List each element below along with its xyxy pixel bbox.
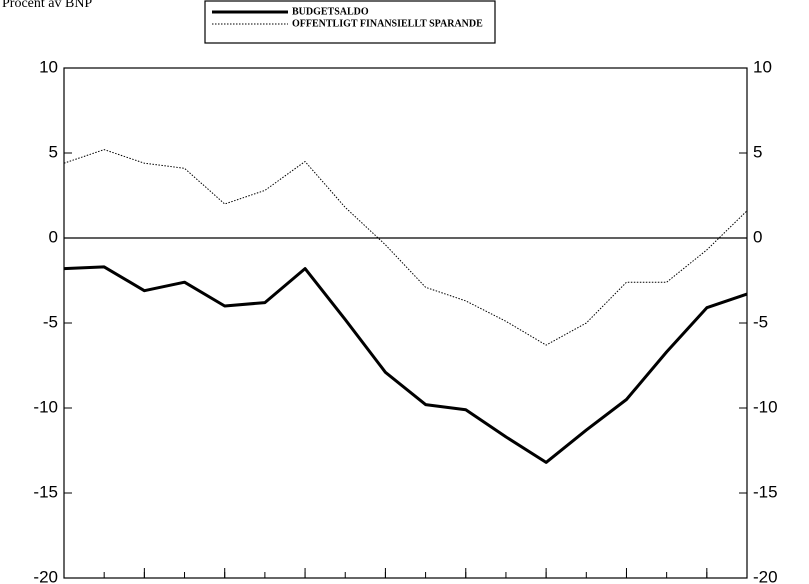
y-tick-label: -5 bbox=[43, 312, 58, 331]
x-tick-label: 86 bbox=[697, 581, 716, 584]
legend-label: OFFENTLIGT FINANSIELLT SPARANDE bbox=[292, 18, 483, 29]
x-tick-label: 76 bbox=[296, 581, 315, 584]
chart-title: Procent av BNP bbox=[2, 0, 92, 11]
y2-tick-label: 0 bbox=[753, 227, 762, 246]
y-tick-label: 5 bbox=[49, 142, 58, 161]
y2-tick-label: 5 bbox=[753, 142, 762, 161]
y2-tick-label: 10 bbox=[753, 57, 772, 76]
x-tick-label: 82 bbox=[537, 581, 556, 584]
y-tick-label: 0 bbox=[49, 227, 58, 246]
y-tick-label: -15 bbox=[33, 482, 58, 501]
x-tick-label: 72 bbox=[135, 581, 154, 584]
y-tick-label: -20 bbox=[33, 567, 58, 584]
y-tick-label: 10 bbox=[39, 57, 58, 76]
y2-tick-label: -10 bbox=[753, 397, 778, 416]
y2-tick-label: -5 bbox=[753, 312, 768, 331]
y-tick-label: -10 bbox=[33, 397, 58, 416]
x-tick-label: 84 bbox=[617, 581, 636, 584]
plot-frame bbox=[63, 67, 748, 579]
x-tick-label: 78 bbox=[376, 581, 395, 584]
y2-tick-label: -20 bbox=[753, 567, 778, 584]
series-line bbox=[63, 149, 748, 346]
x-tick-label: 70 bbox=[55, 581, 74, 584]
x-tick-label: 80 bbox=[456, 581, 475, 584]
legend-label: BUDGETSALDO bbox=[292, 6, 369, 17]
legend-box bbox=[204, 0, 496, 44]
y2-tick-label: -15 bbox=[753, 482, 778, 501]
x-tick-label: 74 bbox=[215, 581, 234, 584]
series-line bbox=[63, 265, 748, 464]
